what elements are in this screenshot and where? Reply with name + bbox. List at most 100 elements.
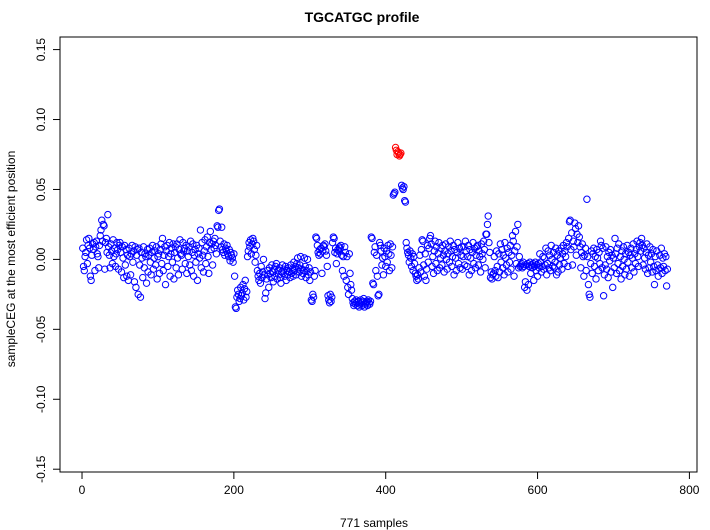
data-point	[481, 264, 489, 272]
data-point	[149, 265, 158, 273]
data-point	[303, 255, 312, 264]
data-point	[575, 233, 584, 241]
data-point	[318, 247, 327, 255]
data-point	[214, 206, 223, 215]
data-point	[339, 252, 347, 261]
y-tick-label: 0.10	[34, 108, 48, 132]
data-point	[332, 259, 341, 268]
data-point	[382, 262, 390, 271]
data-point	[511, 227, 520, 236]
data-point	[328, 293, 336, 301]
data-point	[662, 282, 671, 290]
data-point	[178, 265, 186, 273]
data-point	[584, 280, 593, 289]
data-point	[112, 250, 120, 258]
y-axis-title: sampleCEG at the most efficient position	[4, 151, 18, 368]
data-point	[398, 184, 407, 192]
data-point	[501, 254, 510, 262]
data-point	[507, 265, 515, 273]
data-point	[422, 276, 430, 285]
data-point	[372, 251, 381, 259]
data-point	[421, 250, 429, 258]
data-point	[366, 300, 374, 308]
data-point	[205, 269, 213, 278]
data-point	[345, 250, 353, 258]
data-point	[417, 245, 426, 254]
x-axis-title: 771 samples	[340, 516, 408, 530]
data-point	[401, 198, 410, 206]
data-point	[657, 244, 666, 252]
data-point	[200, 247, 208, 255]
data-point	[308, 297, 316, 306]
data-point	[140, 264, 148, 272]
data-point	[369, 280, 378, 289]
data-point	[371, 243, 379, 251]
data-point	[315, 251, 323, 259]
data-point	[438, 261, 446, 269]
data-point	[582, 266, 590, 275]
data-point	[413, 276, 421, 285]
data-point	[627, 244, 635, 252]
data-point	[588, 269, 596, 278]
data-point	[426, 231, 435, 240]
highlighted-point	[391, 143, 400, 152]
data-point	[556, 254, 565, 262]
data-point	[568, 261, 577, 269]
data-point	[347, 280, 355, 289]
data-point	[416, 268, 425, 276]
data-point	[542, 271, 551, 279]
x-tick-label: 200	[224, 483, 244, 497]
data-point	[434, 250, 442, 258]
data-point	[329, 233, 338, 241]
data-point	[445, 258, 454, 266]
y-tick-label: -0.10	[34, 385, 48, 413]
data-point	[213, 222, 221, 230]
data-point	[586, 293, 594, 301]
data-point	[641, 265, 650, 273]
data-point	[365, 299, 373, 307]
data-point	[470, 259, 478, 268]
data-point	[126, 271, 135, 279]
x-axis: 0 200 400 600 800	[79, 471, 700, 497]
data-point	[368, 234, 376, 243]
data-point	[100, 222, 108, 230]
data-points	[79, 143, 672, 313]
data-point	[595, 248, 603, 257]
data-point	[564, 262, 572, 271]
data-point	[402, 238, 410, 247]
data-point	[193, 276, 202, 285]
data-point	[342, 276, 350, 285]
data-point	[81, 252, 89, 261]
x-tick-label: 800	[679, 483, 699, 497]
data-point	[206, 227, 215, 236]
data-point	[80, 266, 88, 275]
data-point	[312, 234, 321, 243]
data-point	[271, 262, 280, 271]
data-point	[459, 252, 467, 261]
data-point	[340, 272, 348, 280]
data-point	[296, 261, 304, 269]
data-point	[192, 258, 200, 266]
data-point	[388, 264, 396, 272]
data-point	[228, 254, 237, 262]
data-point	[405, 258, 413, 266]
data-point	[241, 276, 249, 285]
data-point	[99, 220, 107, 229]
highlighted-point	[397, 149, 405, 157]
y-tick-label: 0.05	[34, 177, 48, 201]
data-point	[249, 234, 257, 243]
data-point	[418, 236, 426, 244]
data-point	[328, 238, 337, 247]
data-point	[196, 226, 205, 234]
data-point	[252, 251, 260, 259]
data-point	[170, 275, 178, 283]
x-tick-label: 0	[79, 483, 86, 497]
data-point	[599, 292, 608, 300]
data-point	[337, 241, 345, 250]
data-point	[174, 271, 183, 279]
data-point	[85, 234, 93, 243]
chart-title: TGCATGC profile	[305, 9, 420, 25]
data-point	[479, 237, 488, 245]
data-point	[322, 251, 331, 259]
